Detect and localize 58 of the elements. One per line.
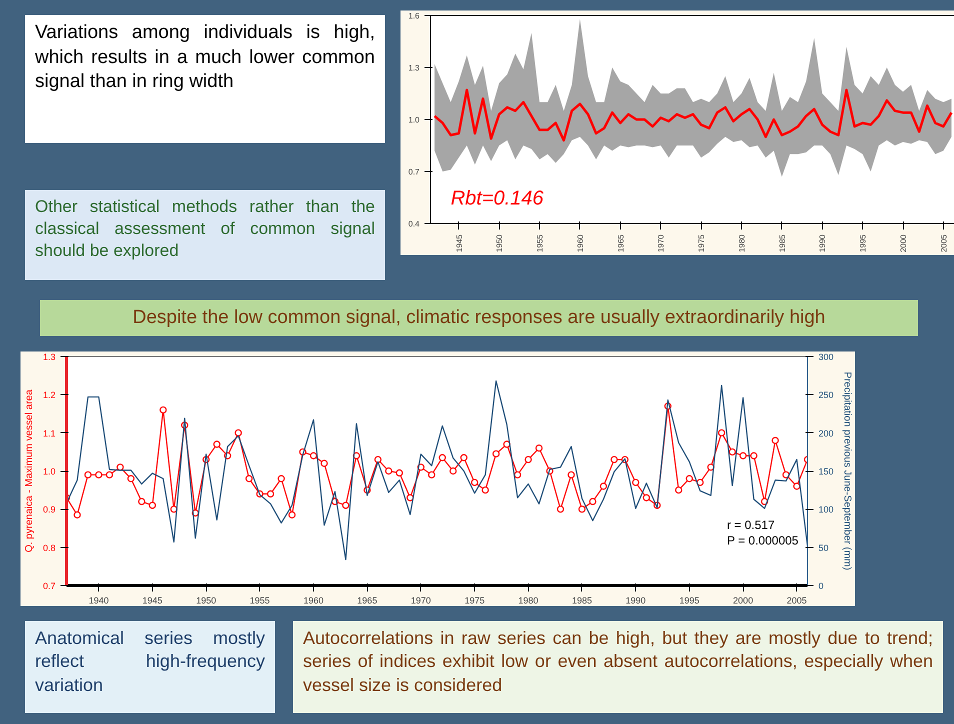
x-tick-label: 1960	[576, 234, 585, 252]
y2-tick-label: 150	[818, 466, 834, 476]
text: Autocorrelations in raw series can be high, but they are mostly due to trend; series of indices exhibit low or even absent autocorrelations, especially when vessel size is considered	[303, 627, 933, 697]
y2-tick-label: 250	[818, 390, 834, 400]
y2-tick-label: 0	[818, 581, 824, 591]
x-tick-label: 1940	[88, 596, 109, 606]
x-tick-label: 2000	[899, 234, 908, 252]
x-tick-label: 1955	[250, 596, 270, 606]
x-tick-label: 1995	[858, 234, 868, 252]
x-tick-label: 1995	[679, 596, 700, 606]
x-tick-label: 2005	[786, 596, 807, 606]
y-tick-label: 1.0	[408, 116, 420, 124]
x-tick-label: 1985	[778, 234, 787, 252]
x-tick-label: 1945	[142, 596, 162, 606]
y2-tick-label: 200	[818, 428, 834, 438]
x-tick-label: 1965	[616, 234, 626, 252]
x-tick-label: 1970	[656, 234, 666, 252]
x-tick-label: 1955	[536, 234, 545, 252]
x-tick-label: 1960	[303, 596, 324, 606]
y-tick-label: 1.6	[408, 12, 420, 20]
text: Other statistical methods rather than the classical assessment of common signal should be explored	[35, 196, 375, 262]
y-axis-title: Q. pyrenaica - Maximum vessel area	[24, 389, 35, 552]
y2-tick-label: 50	[818, 542, 829, 553]
y2-tick-label: 100	[818, 504, 834, 515]
annotation: r = 0.517	[726, 518, 775, 532]
x-tick-label: 1980	[737, 234, 746, 252]
y2-tick-label: 300	[818, 352, 834, 362]
y-tick-label: 0.9	[42, 504, 56, 515]
text: Despite the low common signal, climatic responses are usually extraordinarily high	[132, 306, 826, 330]
x-tick-label: 1970	[410, 596, 431, 606]
x-tick-label: 2000	[733, 596, 754, 606]
y-tick-label: 1.1	[42, 428, 56, 438]
x-tick-label: 1975	[464, 596, 485, 606]
x-tick-label: 1975	[697, 234, 706, 252]
y2-axis-title: Precipitation previous June-September (mm)	[842, 372, 853, 570]
annotation: Rbt=0.146	[450, 188, 544, 210]
x-tick-label: 1980	[518, 596, 538, 606]
y-tick-label: 1.2	[42, 390, 56, 400]
y-tick-label: 0.4	[408, 220, 420, 228]
y-tick-label: 1.3	[42, 352, 56, 362]
y-tick-label: 1.3	[408, 64, 420, 72]
x-tick-label: 1965	[357, 596, 378, 606]
x-tick-label: 1990	[818, 234, 828, 252]
x-tick-label: 1950	[196, 596, 216, 606]
text: Variations among individuals is high, which results in a much lower common signal than in ring width	[35, 21, 375, 94]
line-series	[433, 88, 953, 142]
x-tick-label: 1945	[454, 234, 464, 252]
x-tick-label: 1990	[626, 596, 646, 606]
annotation: P = 0.000005	[726, 533, 799, 548]
x-tick-label: 1985	[572, 596, 592, 606]
y-tick-label: 0.7	[408, 168, 420, 176]
x-tick-label: 1950	[495, 234, 504, 252]
x-tick-label: 2005	[939, 234, 948, 252]
y-tick-label: 0.7	[42, 581, 56, 591]
line-series	[66, 380, 808, 560]
y-tick-label: 0.8	[42, 542, 56, 553]
text: Anatomical series mostly reflect high-frequency variation	[35, 627, 265, 697]
y-tick-label: 1.0	[42, 466, 56, 476]
